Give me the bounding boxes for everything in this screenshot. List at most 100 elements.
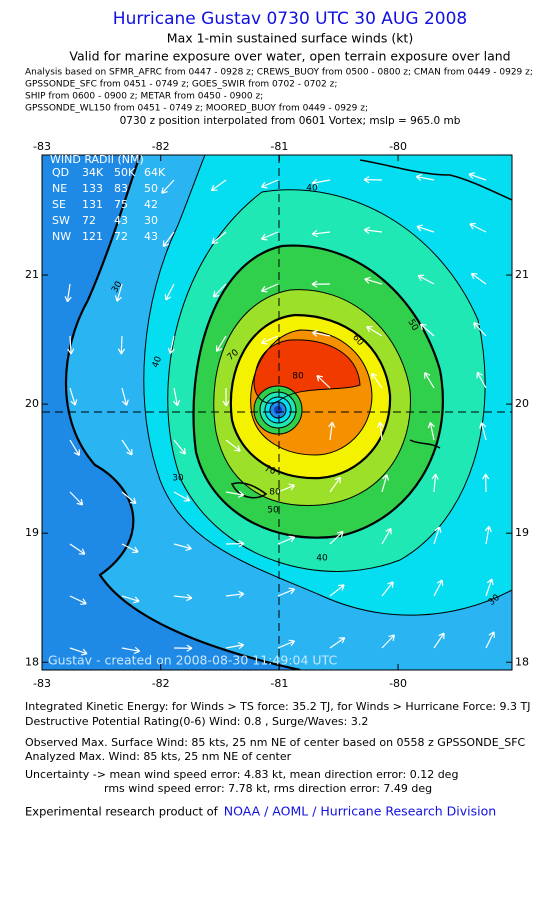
wind-arrow	[225, 540, 245, 548]
wind-arrow	[329, 476, 341, 493]
wind-radii-cell: 75	[114, 198, 128, 211]
wind-radii-title: WIND RADII (NM)	[50, 153, 144, 166]
wind-radii-header: 34K	[82, 166, 104, 179]
wind-arrow	[261, 335, 279, 345]
wind-arrow	[328, 421, 336, 441]
wind-arrow	[476, 371, 487, 389]
wind-arrow	[419, 323, 435, 337]
wind-arrow	[381, 634, 396, 649]
wind-field	[42, 155, 512, 670]
x-tick-label: -82	[152, 140, 170, 153]
y-tick-label: 19	[25, 526, 39, 539]
uncertainty-mean: Uncertainty -> mean wind speed error: 4.…	[25, 768, 458, 781]
x-tick-label: -83	[33, 677, 51, 690]
wind-arrow	[69, 543, 86, 555]
wind-radii-cell: 43	[114, 214, 128, 227]
y-tick-label: 18	[515, 655, 529, 668]
wind-arrow	[64, 283, 72, 303]
wind-arrow	[260, 179, 279, 189]
wind-arrow	[225, 590, 245, 598]
wind-arrow	[69, 647, 88, 656]
wind-radii-cell: 50	[144, 182, 158, 195]
wind-arrow	[366, 326, 383, 337]
ike-line: Integrated Kinetic Energy: for Winds > T…	[25, 700, 531, 713]
wind-arrow	[316, 374, 331, 389]
wind-arrow	[173, 491, 191, 502]
x-tick-label: -81	[270, 677, 288, 690]
wind-arrow	[117, 335, 126, 355]
analysis-line: GPSSONDE_WL150 from 0451 - 0749 z; MOORE…	[25, 104, 368, 114]
wind-arrow	[173, 439, 186, 455]
analysis-line: GPSSONDE_SFC from 0451 - 0749 z; GOES_SW…	[25, 80, 337, 90]
y-tick-label: 18	[25, 655, 39, 668]
wind-arrow	[277, 483, 296, 493]
credit-prefix: Experimental research product of	[25, 805, 219, 819]
plot-frame	[41, 154, 513, 671]
wind-radii-cell: 72	[82, 214, 96, 227]
contour-label: 40	[151, 355, 164, 369]
wind-arrow	[485, 578, 494, 597]
wind-arrow	[433, 526, 442, 545]
wind-radii-table: WIND RADII (NM) QD 34K 50K 64K NE 133 83 50 SE 13…	[50, 153, 166, 243]
wind-radii-cell: 131	[82, 198, 103, 211]
x-tick-label: -80	[389, 140, 407, 153]
y-tick-label: 19	[515, 526, 529, 539]
x-tick-label: -81	[270, 140, 288, 153]
contour-label: 30	[172, 474, 184, 484]
wind-arrow	[225, 642, 245, 650]
wind-radii-cell: 83	[114, 182, 128, 195]
analyzed-line: Analyzed Max. Wind: 85 kts, 25 nm NE of …	[25, 750, 292, 763]
wind-arrow	[329, 584, 345, 597]
wind-arrow	[121, 439, 133, 456]
wind-arrow	[114, 283, 123, 302]
wind-arrow	[225, 490, 245, 498]
wind-arrow	[364, 276, 383, 285]
wind-arrow	[121, 543, 139, 554]
wind-arrow	[329, 530, 344, 545]
observed-line: Observed Max. Surface Wind: 85 kts, 25 n…	[25, 736, 526, 749]
wind-arrow	[311, 329, 331, 337]
wind-arrow	[311, 178, 331, 186]
y-tick-label: 20	[515, 397, 529, 410]
subtitle: Max 1-min sustained surface winds (kt)	[167, 31, 413, 46]
wind-arrow	[162, 231, 175, 248]
contour-label: 50	[267, 506, 279, 516]
contour-label: 80	[269, 488, 281, 498]
wind-radii-cell: 42	[144, 198, 158, 211]
wind-radii-header: 50K	[114, 166, 136, 179]
wind-arrow	[415, 173, 435, 182]
position-note: 0730 z position interpolated from 0601 V…	[120, 115, 461, 127]
credit-link[interactable]: NOAA / AOML / Hurricane Research Divisio…	[224, 804, 496, 819]
wind-arrow	[172, 387, 181, 407]
wind-arrow	[416, 224, 435, 233]
wind-radii-cell: 121	[82, 230, 103, 243]
wind-arrow	[277, 535, 296, 545]
wind-arrow	[431, 473, 439, 493]
y-tick-label: 20	[25, 397, 39, 410]
wind-arrow	[69, 491, 84, 506]
wind-arrow	[69, 439, 80, 456]
analysis-line: SHIP from 0600 - 0900 z; METAR from 0450…	[25, 92, 263, 102]
x-tick-label: -83	[33, 140, 51, 153]
uncertainty-rms: rms wind speed error: 7.78 kt, rms direc…	[104, 782, 432, 795]
wind-arrow	[173, 644, 193, 652]
wind-radii-cell: NW	[52, 230, 71, 243]
wind-arrow	[69, 387, 78, 406]
wind-arrow	[121, 646, 141, 654]
wind-arrow	[376, 421, 385, 441]
contour-label: 40	[306, 184, 318, 194]
wind-arrow	[482, 473, 490, 493]
wind-arrow	[479, 422, 487, 441]
wind-radii-cell: 43	[144, 230, 158, 243]
title: Hurricane Gustav 0730 UTC 30 AUG 2008	[113, 9, 467, 29]
wind-arrow	[210, 179, 227, 192]
wind-arrow	[473, 322, 487, 337]
map-credit: Gustav - created on 2008-08-30 11:49:04 …	[48, 653, 337, 668]
wind-arrow	[485, 631, 496, 649]
wind-arrow	[484, 525, 492, 545]
wind-radii-cell: NE	[52, 182, 67, 195]
y-tick-label: 21	[25, 268, 39, 281]
wind-arrow	[121, 491, 137, 505]
wind-arrow	[427, 421, 435, 441]
